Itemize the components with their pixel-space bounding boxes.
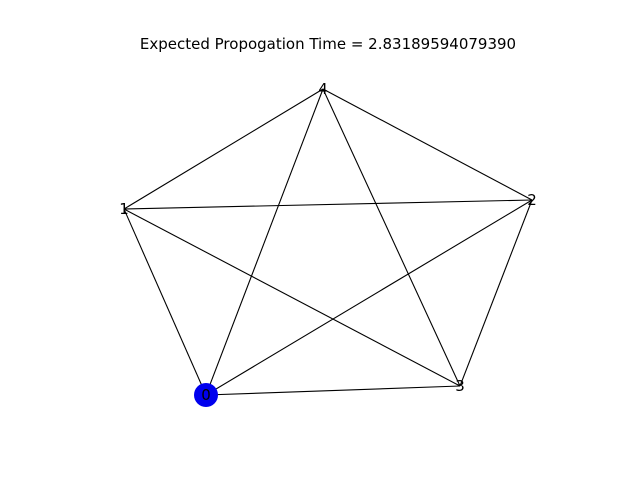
node-0-label: 0 — [201, 386, 211, 404]
node-2-label: 2 — [527, 191, 537, 209]
edge-0-4 — [205, 88, 324, 396]
edge-1-4 — [123, 88, 324, 210]
node-4-label: 4 — [318, 80, 328, 98]
edge-0-2 — [205, 199, 533, 396]
edge-1-3 — [123, 208, 461, 387]
edge-1-2 — [123, 199, 533, 210]
nodes-layer — [194, 383, 218, 407]
edge-0-3 — [205, 385, 461, 396]
node-3-label: 3 — [455, 377, 465, 395]
edge-2-3 — [459, 199, 533, 387]
edge-0-1 — [123, 208, 207, 396]
edge-2-4 — [322, 88, 533, 201]
edges-layer — [123, 88, 533, 396]
node-0-marker — [194, 383, 218, 407]
node-1-label: 1 — [119, 200, 129, 218]
figure-title: Expected Propogation Time = 2.8318959407… — [140, 35, 516, 53]
labels-layer: 0 1 2 3 4 — [119, 80, 537, 404]
edge-3-4 — [322, 88, 461, 387]
